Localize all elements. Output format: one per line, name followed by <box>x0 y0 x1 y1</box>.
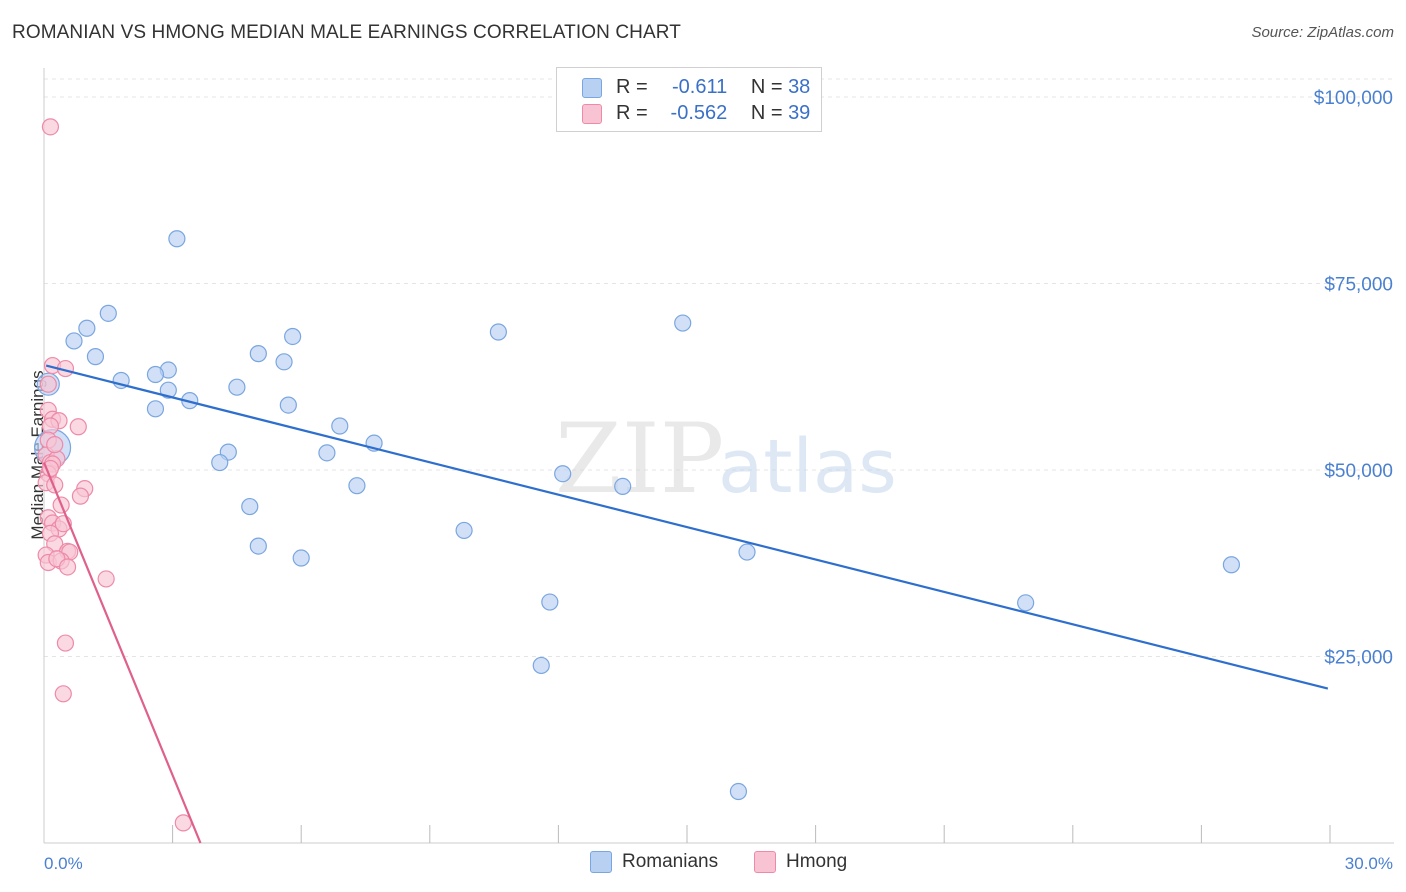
legend-item-romanians[interactable]: Romanians <box>590 851 718 873</box>
romanian-point <box>78 319 96 337</box>
y-tick-label: $100,000 <box>1314 88 1393 109</box>
romanian-point <box>284 327 302 346</box>
romanian-point <box>532 656 550 675</box>
romanians-legend-swatch <box>590 851 612 873</box>
romanian-point <box>241 497 259 516</box>
romanian-point <box>279 396 297 414</box>
romanian-point <box>292 549 310 567</box>
romanians-trend-line <box>45 364 1329 690</box>
hmong-point <box>56 634 75 652</box>
romanian-point <box>228 378 246 396</box>
hmong-point <box>41 118 60 136</box>
romanian-point <box>146 400 165 418</box>
romanian-point <box>674 314 692 332</box>
legend-r-value-2: -0.562 <box>670 102 728 124</box>
legend-r-label-2: R = <box>616 102 648 124</box>
hmong-point <box>58 558 77 576</box>
hmong-point <box>69 418 87 436</box>
romanian-point <box>65 332 83 350</box>
romanian-point <box>86 348 105 366</box>
watermark-zip: ZIP <box>555 403 724 515</box>
correlation-legend: R = -0.611 N = 38 R = -0.562 N = 39 <box>556 67 822 132</box>
legend-row-romanians: R = -0.611 N = 38 <box>582 76 810 100</box>
romanians-swatch <box>582 77 602 98</box>
romanian-point <box>614 477 632 496</box>
romanian-point <box>249 537 267 555</box>
y-tick-label: $75,000 <box>1324 275 1393 296</box>
data-points <box>33 118 1241 832</box>
hmong-point <box>39 375 57 393</box>
legend-n-label-2: N = <box>750 102 783 124</box>
romanian-point <box>1017 594 1035 612</box>
legend-r-label-1: R = <box>616 76 648 98</box>
romanian-point <box>331 417 349 435</box>
romanian-point <box>489 323 507 341</box>
romanian-point <box>211 453 229 472</box>
hmong-point <box>54 685 72 703</box>
legend-n-label-1: N = <box>750 76 783 98</box>
hmong-legend-swatch <box>754 851 776 873</box>
romanian-point <box>738 543 756 561</box>
romanian-point <box>318 444 336 462</box>
romanian-point <box>1222 556 1241 574</box>
chart-title: ROMANIAN VS HMONG MEDIAN MALE EARNINGS C… <box>12 22 681 43</box>
watermark-atlas: atlas <box>718 424 897 510</box>
hmong-swatch <box>582 103 602 124</box>
source-label: Source: ZipAtlas.com <box>1251 24 1394 41</box>
x-tick-label: 0.0% <box>44 854 83 873</box>
romanian-point <box>455 521 473 540</box>
romanian-point <box>554 465 572 483</box>
romanian-point <box>348 477 366 495</box>
romanian-point <box>168 230 186 248</box>
hmong-legend-label: Hmong <box>786 851 848 873</box>
hmong-point <box>97 570 115 588</box>
gridlines <box>44 78 1394 657</box>
romanian-point <box>146 365 165 384</box>
hmong-point <box>41 417 60 435</box>
watermark: ZIP atlas <box>555 403 897 515</box>
hmong-point <box>71 487 90 505</box>
y-tick-label: $50,000 <box>1324 461 1393 482</box>
legend-item-hmong[interactable]: Hmong <box>754 851 847 873</box>
romanian-point <box>275 353 293 371</box>
romanians-legend-label: Romanians <box>622 851 719 873</box>
romanian-point <box>159 381 177 399</box>
romanian-point <box>99 304 117 322</box>
hmong-trend-line <box>42 462 202 844</box>
legend-n-value-2: 39 <box>788 102 811 124</box>
tick-labels: $25,000 $50,000 $75,000 $100,000 0.0% 30.0% <box>44 88 1393 873</box>
romanian-point <box>541 593 559 611</box>
axes <box>43 68 1394 844</box>
y-tick-label: $25,000 <box>1324 648 1393 669</box>
legend-r-value-1: -0.611 <box>672 76 728 98</box>
romanian-point <box>249 345 267 363</box>
x-tick-label: 30.0% <box>1345 854 1393 873</box>
legend-row-hmong: R = -0.562 N = 39 <box>582 102 810 126</box>
trend-lines <box>42 364 1329 844</box>
series-legend: Romanians Hmong <box>0 851 1406 877</box>
hmong-point <box>46 436 64 454</box>
legend-n-value-1: 38 <box>788 76 811 98</box>
romanian-point <box>729 782 748 801</box>
